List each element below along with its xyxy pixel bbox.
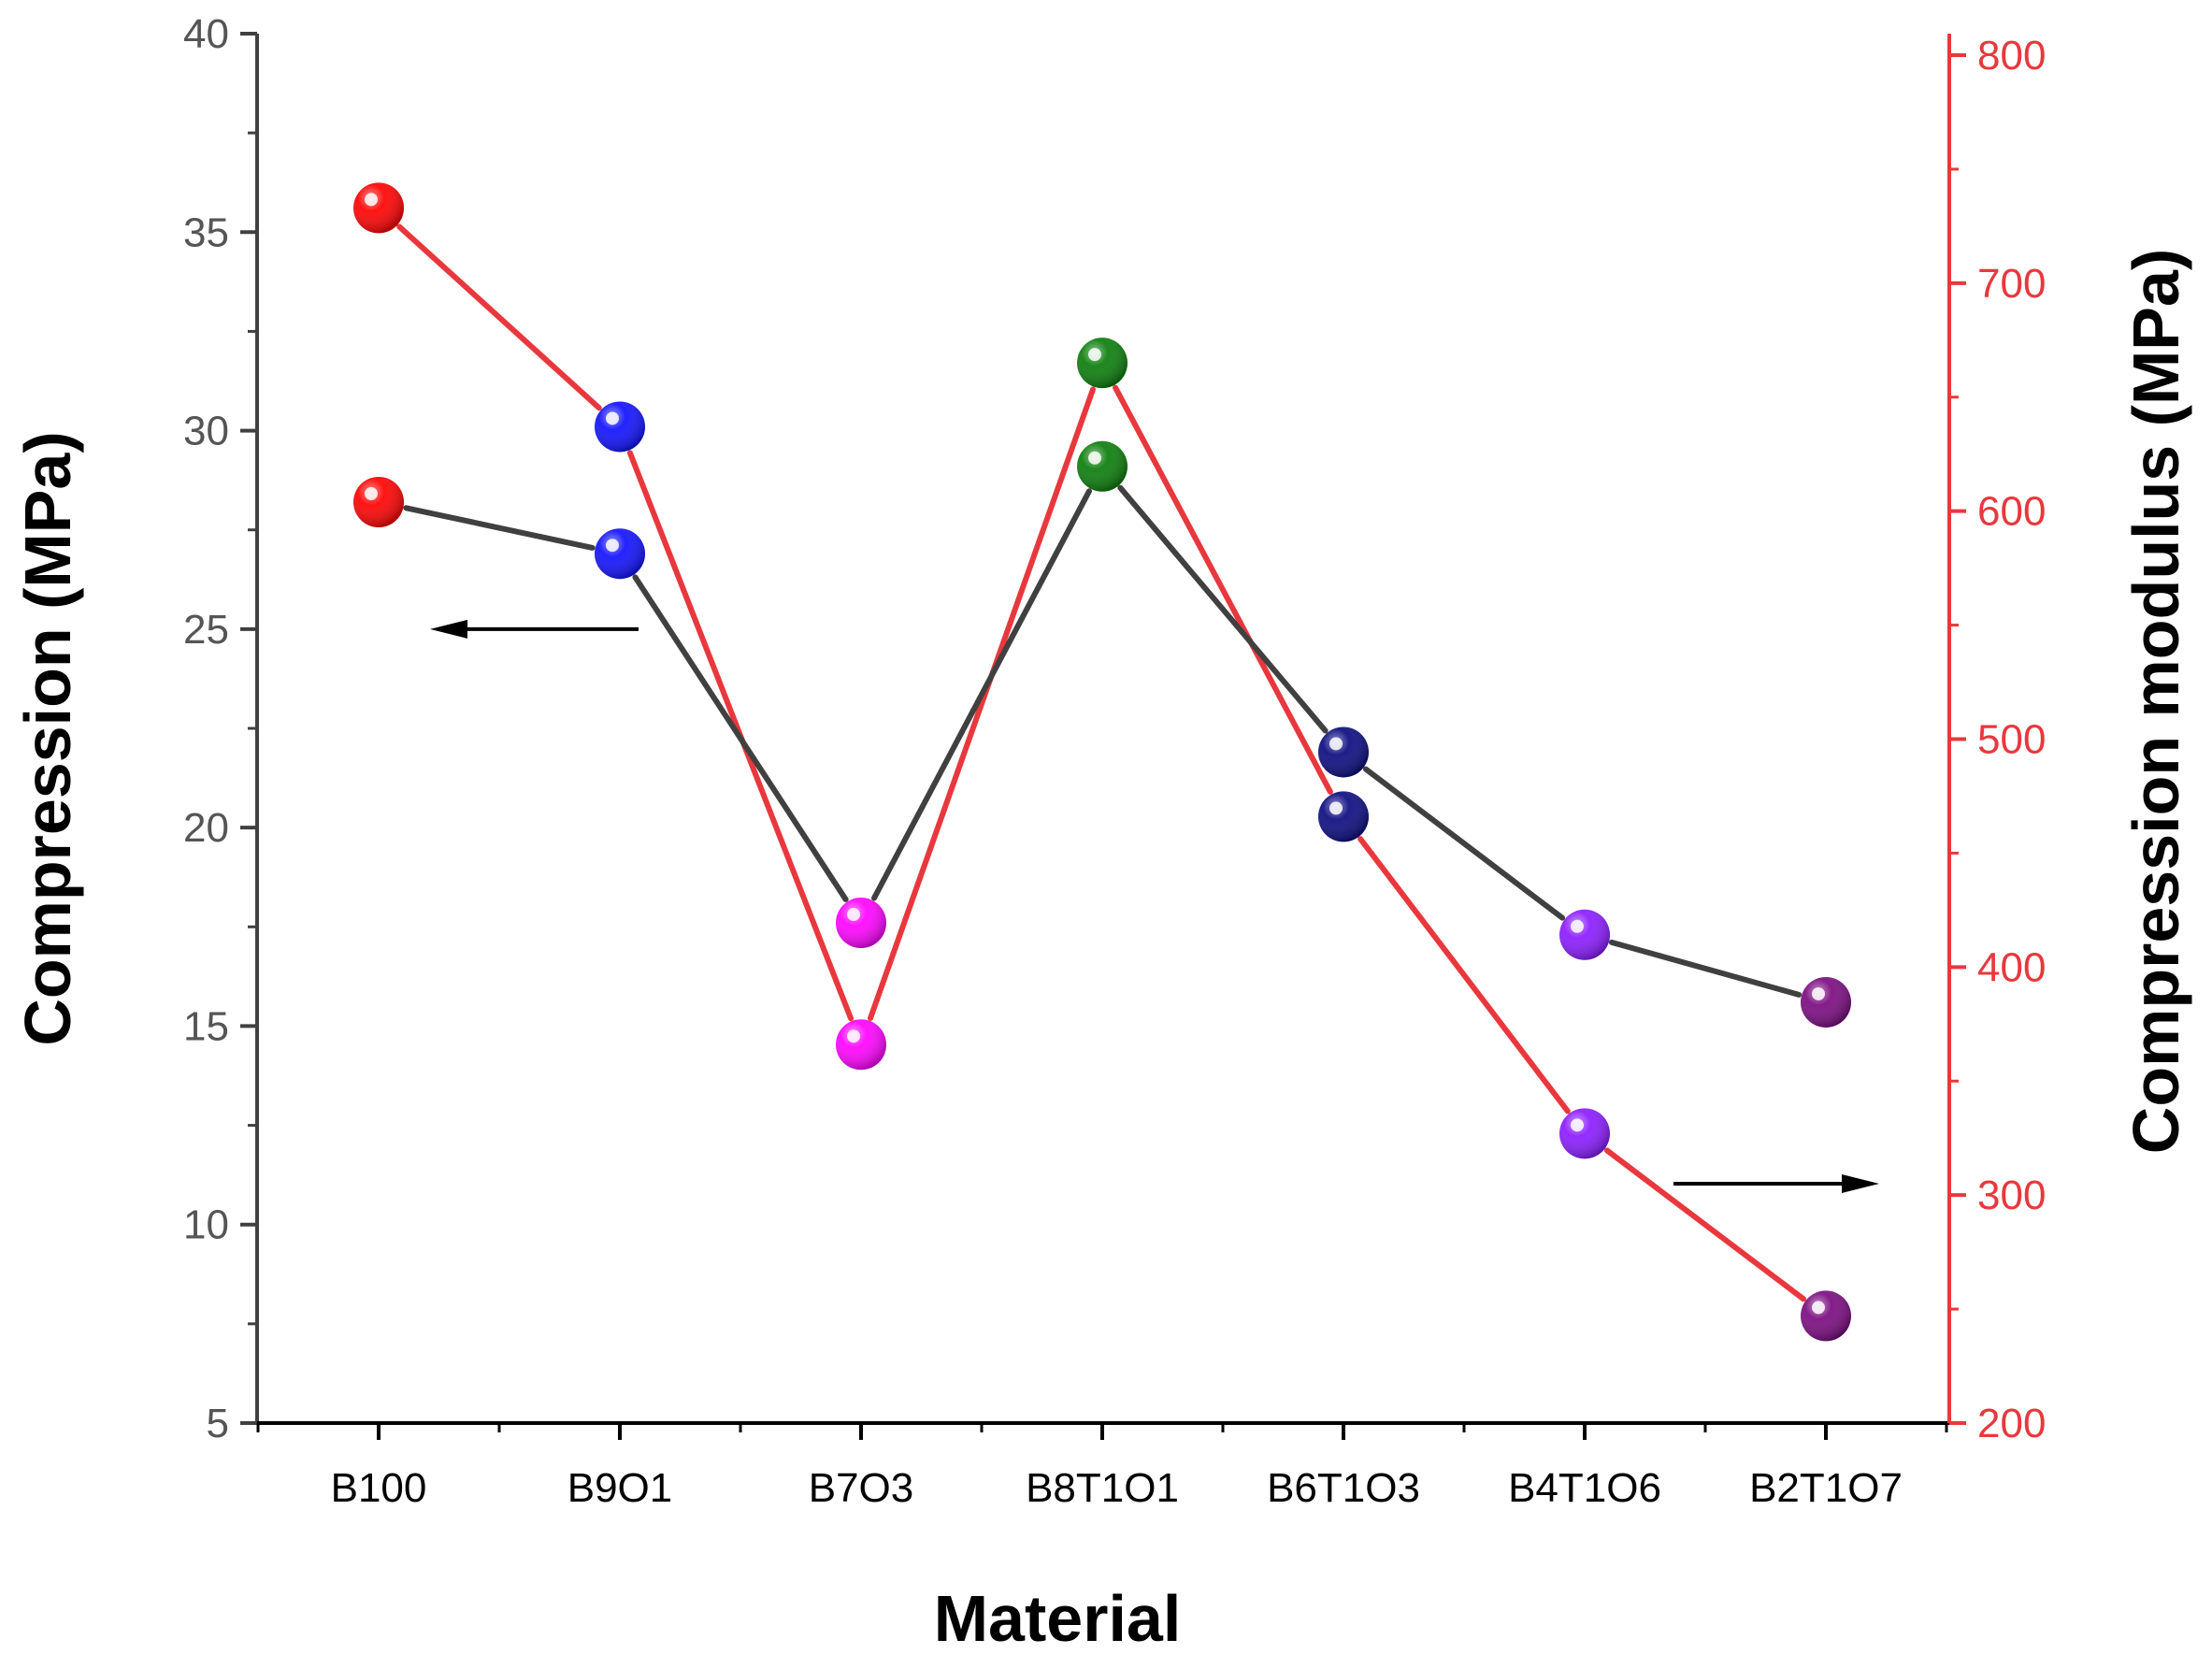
y2-axis-title: Compression modulus (MPa) — [2119, 249, 2192, 1154]
modulus-segment — [1357, 836, 1571, 1115]
modulus-point-shade — [1559, 1108, 1610, 1159]
y2-tick-label: 400 — [1977, 944, 2046, 990]
y2-tick-label: 700 — [1977, 261, 2046, 307]
y-tick-label: 5 — [207, 1401, 229, 1446]
y-tick-label: 25 — [183, 607, 229, 653]
modulus-point-shade — [1318, 791, 1369, 842]
compression-segment — [403, 505, 596, 551]
x-tick-label: B4T1O6 — [1508, 1465, 1661, 1511]
compression-segment — [1608, 939, 1803, 998]
modulus-point-shade — [595, 401, 645, 453]
compression-point-highlight — [847, 908, 860, 922]
compression-point-shade — [1077, 440, 1128, 492]
axes: 5 10 15 20 25 30 35 40 200 300 400 500 600 700 800 B100… — [183, 11, 2046, 1511]
modulus-point-highlight — [1329, 801, 1343, 815]
compression-segment — [1117, 484, 1329, 734]
modulus-segment — [396, 223, 602, 411]
compression-point-shade — [595, 528, 645, 580]
y-axis-title: Compression (MPa) — [11, 431, 84, 1045]
modulus-point-highlight — [1088, 348, 1101, 362]
compression-point-shade — [1801, 976, 1851, 1028]
compression-point-highlight — [1571, 919, 1584, 933]
series-lines — [396, 223, 1807, 1302]
modulus-segment — [1113, 384, 1333, 795]
x-tick-label: B2T1O7 — [1749, 1465, 1903, 1511]
y-tick-label: 10 — [183, 1202, 229, 1248]
x-tick-label: B100 — [331, 1465, 427, 1511]
compression-point-highlight — [1329, 737, 1343, 751]
axis-labels: Material Compression (MPa) Compression m… — [11, 249, 2192, 1654]
modulus-point-shade — [1801, 1290, 1851, 1342]
y2-tick-label: 600 — [1977, 489, 2046, 535]
modulus-point-highlight — [606, 411, 619, 425]
modulus-point-highlight — [1571, 1118, 1584, 1132]
modulus-segment — [868, 386, 1096, 1021]
left-axis-arrow-head — [430, 619, 467, 639]
compression-point-shade — [836, 898, 886, 949]
modulus-point-shade — [353, 182, 404, 234]
x-tick-label: B7O3 — [809, 1465, 914, 1511]
compression-point-shade — [1318, 726, 1369, 778]
modulus-segment — [1603, 1147, 1807, 1302]
right-axis-arrow-head — [1842, 1173, 1879, 1193]
modulus-point-highlight — [847, 1029, 860, 1043]
y-tick-label: 35 — [183, 209, 229, 255]
compression-point-shade — [353, 476, 404, 527]
series-markers — [353, 182, 1851, 1342]
compression-segment — [871, 488, 1092, 901]
y2-tick-label: 500 — [1977, 717, 2046, 763]
modulus-point-shade — [836, 1019, 886, 1071]
modulus-point-highlight — [1812, 1301, 1825, 1315]
compression-segment — [632, 574, 849, 902]
y2-tick-label: 200 — [1977, 1401, 2046, 1446]
modulus-point-highlight — [365, 193, 378, 207]
y-tick-label: 15 — [183, 1003, 229, 1049]
x-tick-label: B6T1O3 — [1267, 1465, 1420, 1511]
x-tick-label: B9O1 — [567, 1465, 673, 1511]
y-tick-label: 20 — [183, 805, 229, 851]
modulus-point-shade — [1077, 338, 1128, 389]
compression-segment — [1362, 766, 1566, 921]
x-tick-label: B8T1O1 — [1026, 1465, 1179, 1511]
y2-tick-label: 800 — [1977, 33, 2046, 79]
compression-point-highlight — [1812, 986, 1825, 1000]
compression-point-shade — [1559, 909, 1610, 960]
compression-point-highlight — [365, 486, 378, 500]
x-axis-title: Material — [934, 1582, 1182, 1654]
compression-point-highlight — [1088, 451, 1101, 465]
compression-point-highlight — [606, 539, 619, 553]
y2-tick-label: 300 — [1977, 1172, 2046, 1218]
y-tick-label: 30 — [183, 409, 229, 454]
y-tick-label: 40 — [183, 11, 229, 57]
